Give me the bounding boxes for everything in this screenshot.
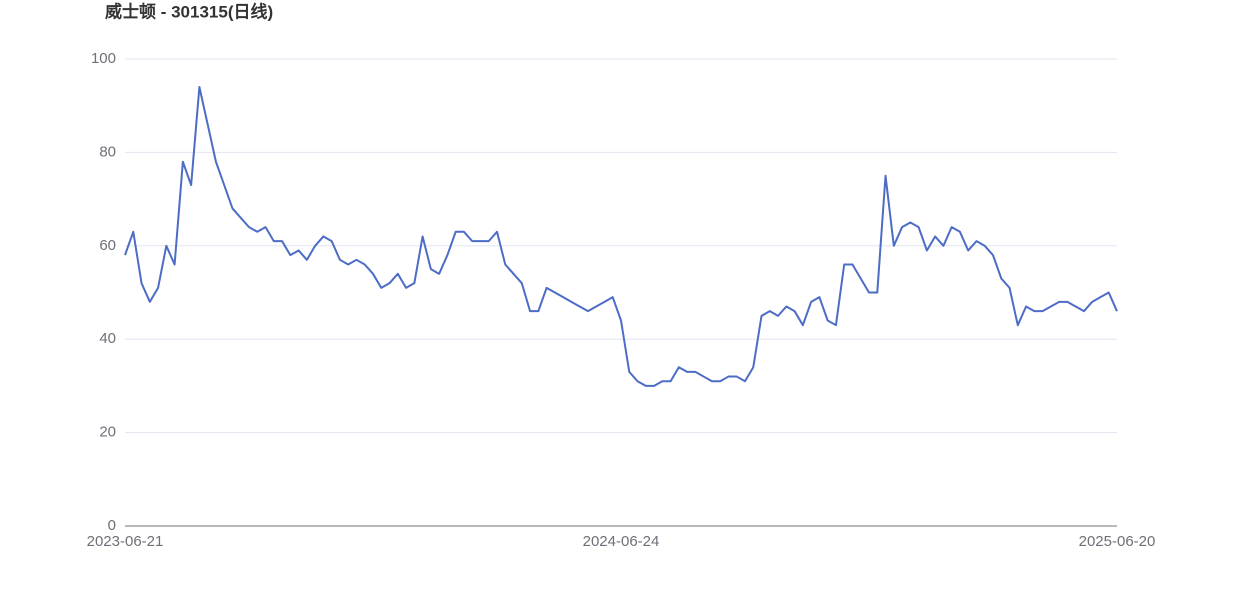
chart-title: 威士顿 - 301315(日线)	[105, 1, 273, 21]
y-tick-label: 100	[91, 50, 116, 67]
y-tick-label: 0	[108, 517, 116, 534]
x-tick-label: 2023-06-21	[87, 533, 164, 550]
y-tick-label: 80	[99, 143, 116, 160]
x-tick-label: 2024-06-24	[583, 533, 660, 550]
y-tick-label: 60	[99, 237, 116, 254]
price-line	[124, 86, 1118, 387]
x-tick-label: 2025-06-20	[1079, 533, 1156, 550]
y-tick-label: 20	[99, 424, 116, 441]
y-tick-label: 40	[99, 330, 116, 347]
